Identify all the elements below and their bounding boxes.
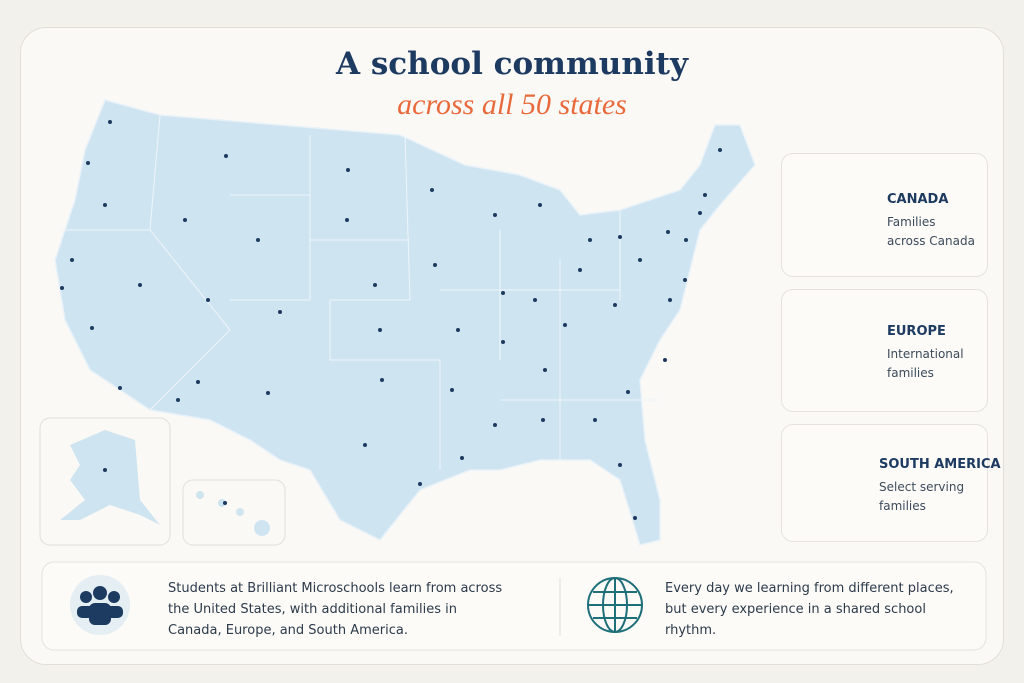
footer-text: Every day we learning from different pla… [665, 581, 954, 638]
state-lines [60, 114, 660, 470]
people-icon [77, 586, 123, 625]
region-description: International families [887, 347, 964, 380]
subtitle: across all 50 states [397, 88, 627, 121]
region-card [781, 424, 988, 542]
usa-map [54, 99, 756, 546]
hawaii [196, 491, 270, 536]
region-description: Families across Canada [887, 215, 975, 248]
alaska [60, 430, 160, 525]
region-card [781, 289, 988, 412]
region-name: EUROPE [887, 324, 946, 339]
footer-text: Students at Brilliant Microschools learn… [168, 581, 503, 638]
state-dot [223, 501, 227, 505]
state-dots [60, 120, 722, 520]
globe-icon [587, 577, 643, 633]
hawaii-box [182, 479, 286, 546]
region-card [781, 153, 988, 277]
region-description: Select serving families [879, 480, 965, 513]
region-name: CANADA [887, 192, 949, 207]
title: A school community [336, 46, 688, 82]
state-dot [103, 468, 107, 472]
footer-panel [41, 561, 987, 651]
region-name: SOUTH AMERICA [879, 457, 1001, 472]
alaska-box [39, 417, 171, 546]
